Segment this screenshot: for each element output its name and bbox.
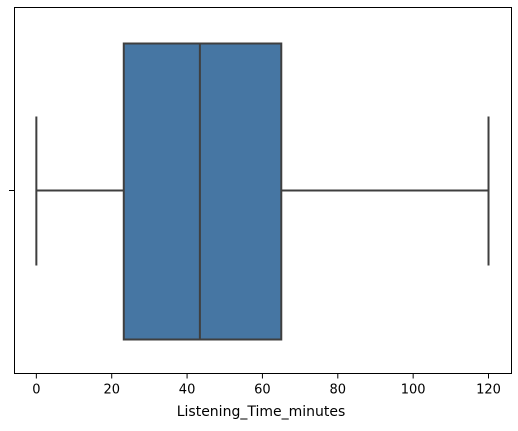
box-layer	[35, 42, 490, 341]
x-tick-label: 100	[401, 383, 426, 398]
interquartile-box	[122, 42, 283, 341]
x-tick-label: 120	[476, 383, 501, 398]
x-tick-label: 20	[103, 383, 120, 398]
x-tick-label: 40	[179, 383, 196, 398]
x-tick-label: 0	[32, 383, 40, 398]
x-axis-label: Listening_Time_minutes	[177, 404, 346, 420]
x-axis: 0 20 40 60 80 100 120	[32, 373, 501, 398]
x-tick-label: 80	[330, 383, 347, 398]
x-tick-label: 60	[254, 383, 271, 398]
